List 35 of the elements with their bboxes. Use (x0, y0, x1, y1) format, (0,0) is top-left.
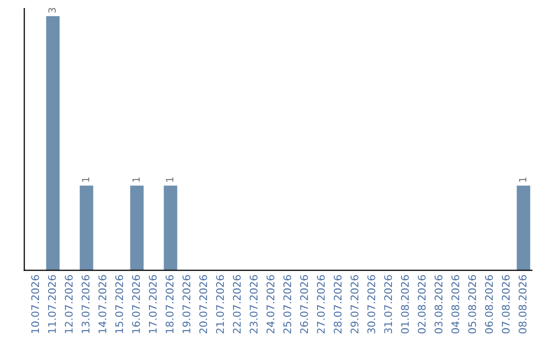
data-label: 3 (48, 8, 56, 13)
x-tick-label: 16.07.2026 (132, 275, 140, 333)
x-tick-label: 07.08.2026 (502, 275, 510, 334)
x-tick-label: 30.07.2026 (367, 275, 376, 334)
x-tick-label: 29.07.2026 (350, 275, 358, 334)
x-tick-label: 21.07.2026 (216, 275, 224, 334)
x-tick-label: 02.08.2026 (418, 275, 426, 334)
x-tick-label: 01.08.2026 (400, 275, 409, 334)
x-tick-label: 24.07.2026 (266, 275, 274, 334)
x-tick-label: 11.07.2026 (48, 275, 56, 333)
x-tick-label: 08.08.2026 (518, 275, 527, 334)
x-tick-label: 20.07.2026 (199, 275, 208, 334)
data-label: 1 (519, 178, 526, 182)
x-tick-label: 04.08.2026 (451, 275, 460, 334)
x-tick-label: 13.07.2026 (82, 275, 90, 333)
x-tick-label: 19.07.2026 (182, 275, 190, 333)
x-tick-label: 25.07.2026 (283, 275, 292, 334)
x-tick-label: 27.07.2026 (316, 275, 325, 334)
x-tick-label: 26.07.2026 (300, 275, 308, 334)
data-label: 1 (82, 178, 90, 182)
x-tick-label: 31.07.2026 (384, 275, 392, 334)
x-tick-label: 14.07.2026 (98, 275, 106, 333)
x-tick-label: 23.07.2026 (250, 275, 258, 334)
data-label: 1 (166, 178, 174, 182)
x-tick-label: 05.08.2026 (468, 275, 476, 334)
x-tick-label: 10.07.2026 (31, 275, 40, 333)
x-tick-label: 15.07.2026 (115, 275, 124, 333)
x-tick-label: 06.08.2026 (485, 275, 493, 334)
x-tick-label: 28.07.2026 (334, 275, 342, 334)
x-tick-label: 12.07.2026 (64, 275, 73, 333)
x-tick-label: 03.08.2026 (434, 275, 442, 334)
data-label: 1 (132, 178, 140, 182)
x-tick-label: 17.07.2026 (148, 275, 157, 333)
x-tick-label: 22.07.2026 (232, 275, 241, 334)
x-tick-label: 18.07.2026 (166, 275, 174, 333)
